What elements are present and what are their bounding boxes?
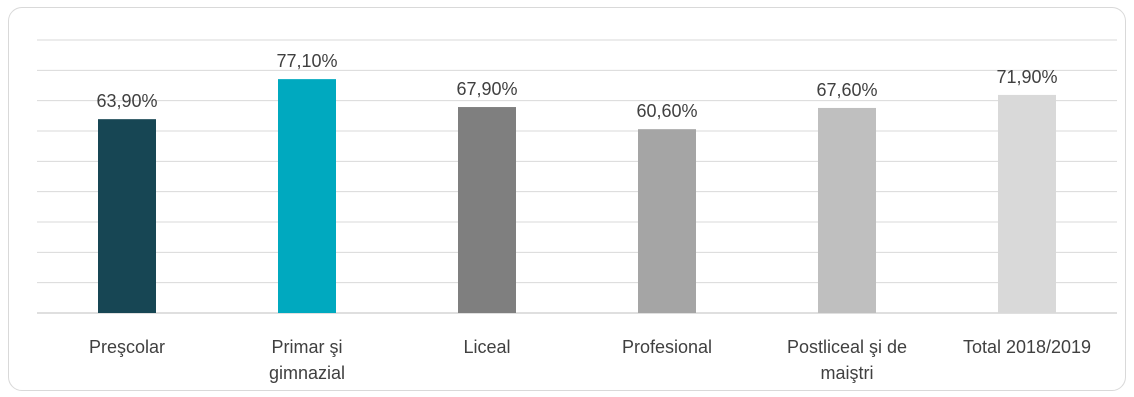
bar: [638, 129, 696, 313]
bar: [458, 107, 516, 313]
category-label: Preşcolar: [89, 337, 165, 357]
category-label: Total 2018/2019: [963, 337, 1091, 357]
gridlines: [37, 39, 1117, 314]
data-label: 77,10%: [276, 51, 337, 71]
bar: [278, 79, 336, 313]
chart-frame: [8, 7, 1126, 391]
data-label: 67,60%: [816, 80, 877, 100]
category-label: Primar şi: [272, 337, 343, 357]
category-labels: Preşcolar Primar şi gimnazial Liceal Profesi…: [89, 337, 1091, 383]
bar: [98, 119, 156, 313]
category-label: gimnazial: [269, 363, 345, 383]
bars: [98, 79, 1056, 314]
category-label: Postliceal şi de: [787, 337, 907, 357]
category-label: maiştri: [821, 363, 874, 383]
category-label: Liceal: [463, 337, 510, 357]
category-label: Profesional: [622, 337, 712, 357]
data-label: 71,90%: [996, 67, 1057, 87]
bar: [998, 94, 1056, 313]
bar: [818, 107, 876, 314]
data-labels: 63,90% 77,10% 67,90% 60,60% 67,60% 71,90%: [96, 51, 1057, 121]
data-label: 63,90%: [96, 91, 157, 111]
data-label: 67,90%: [456, 79, 517, 99]
data-label: 60,60%: [636, 101, 697, 121]
